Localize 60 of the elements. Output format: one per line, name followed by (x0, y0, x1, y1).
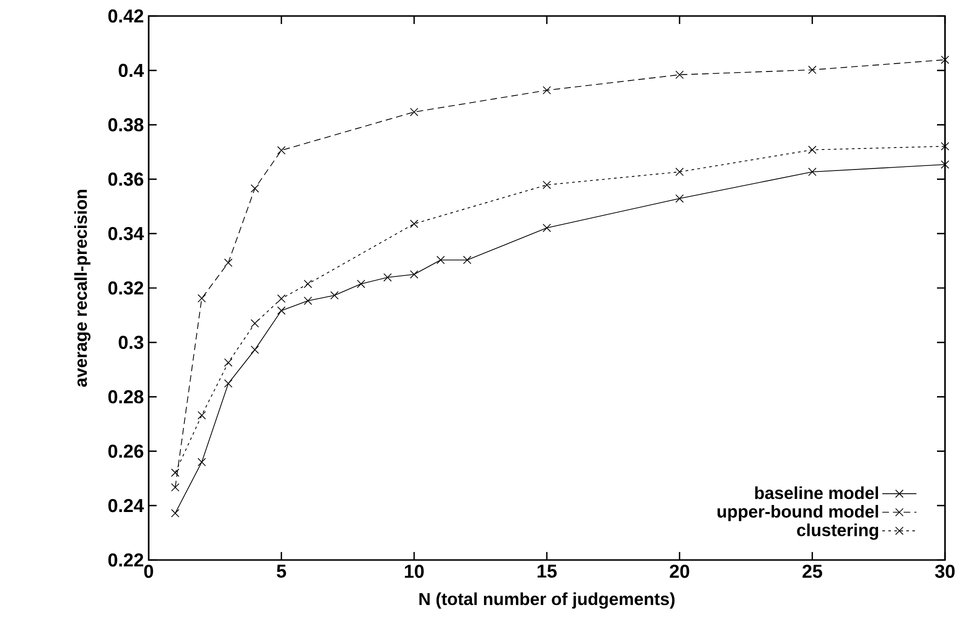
y-tick-label: 0.42 (108, 9, 144, 23)
point (198, 458, 206, 466)
point (808, 168, 816, 176)
point (675, 168, 684, 176)
y-tick-label: 0.34 (108, 226, 144, 240)
point (250, 319, 260, 328)
x-tick-label: 20 (670, 564, 690, 578)
y-tick-label: 0.32 (108, 281, 144, 295)
point (940, 160, 950, 169)
point (224, 258, 232, 267)
legend-label: baseline model (755, 486, 878, 500)
legend-label: clustering (797, 524, 878, 540)
point (542, 86, 552, 94)
point (250, 346, 260, 354)
point (277, 146, 286, 155)
point (171, 468, 180, 477)
y-tick-label: 0.38 (108, 118, 144, 132)
legend-label: upper-bound model (718, 504, 878, 522)
point (808, 66, 816, 74)
y-axis-title: average recall-precision (74, 190, 90, 387)
point (808, 146, 816, 154)
point (277, 294, 286, 303)
y-tick-label: 0.26 (108, 444, 144, 458)
x-tick-label: 5 (276, 564, 286, 578)
point (171, 483, 180, 492)
y-tick-label: 0.36 (108, 172, 144, 186)
point (277, 306, 286, 315)
y-tick-label: 0.24 (108, 498, 144, 512)
point (198, 294, 206, 303)
point (675, 194, 684, 203)
y-tick-label: 0.3 (118, 336, 144, 350)
x-tick-label: 30 (935, 564, 955, 578)
point (356, 280, 366, 288)
point (224, 379, 232, 388)
point (436, 256, 445, 264)
y-tick-label: 0.4 (118, 64, 144, 78)
x-tick-label: 10 (404, 564, 424, 578)
point (940, 142, 950, 150)
point (542, 224, 552, 232)
y-tick-label: 0.28 (108, 390, 144, 404)
point (330, 291, 339, 300)
point (410, 270, 418, 279)
x-axis-title: N (total number of judgements) (419, 592, 675, 609)
point (304, 296, 312, 305)
point (171, 509, 180, 518)
point (463, 256, 472, 264)
point (224, 358, 232, 367)
point (250, 184, 260, 193)
point (410, 108, 418, 116)
x-tick-label: 0 (144, 564, 154, 578)
point (675, 70, 684, 79)
x-tick-label: 15 (538, 564, 557, 578)
x-tick-label: 25 (802, 564, 822, 578)
y-tick-label: 0.22 (108, 553, 144, 567)
point (383, 273, 392, 282)
point (410, 220, 418, 228)
point (940, 56, 950, 64)
point (542, 180, 552, 190)
point (304, 280, 312, 288)
point (198, 411, 206, 420)
